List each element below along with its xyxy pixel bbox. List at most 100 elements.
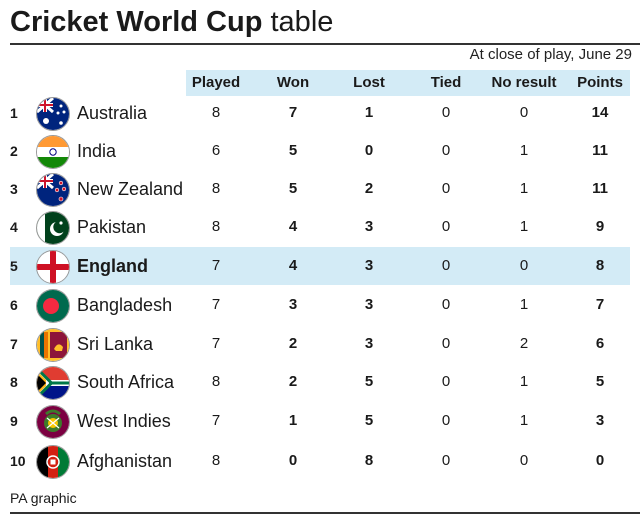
cell-won: 5	[288, 180, 298, 197]
cell-won: 0	[288, 452, 298, 469]
cell-lost: 8	[364, 452, 374, 469]
cell-tied: 0	[441, 452, 451, 469]
sri-lanka-flag-icon	[36, 328, 70, 362]
cell-no-result: 1	[519, 412, 529, 429]
cell-no-result: 0	[519, 257, 529, 274]
col-header-tied: Tied	[430, 74, 462, 91]
cell-won: 7	[288, 104, 298, 121]
team-name: India	[77, 141, 117, 161]
cell-played: 6	[211, 142, 221, 159]
table-row: 9 West Indies 7 1 5 0 1 3	[10, 402, 630, 440]
west-indies-flag-icon	[36, 405, 70, 439]
footer-credit: PA graphic	[10, 490, 77, 506]
cell-lost: 1	[364, 104, 374, 121]
cell-won: 2	[288, 373, 298, 390]
rank-number: 2	[10, 143, 18, 159]
rank-number: 1	[10, 105, 18, 121]
cell-no-result: 1	[519, 218, 529, 235]
cell-played: 7	[211, 412, 221, 429]
rank-number: 5	[10, 258, 18, 274]
cell-points: 5	[595, 373, 605, 390]
cell-tied: 0	[441, 373, 451, 390]
england-flag-icon	[36, 250, 70, 284]
cell-tied: 0	[441, 296, 451, 313]
subtitle: At close of play, June 29	[469, 46, 632, 63]
cell-lost: 3	[364, 335, 374, 352]
cell-no-result: 0	[519, 452, 529, 469]
cell-tied: 0	[441, 180, 451, 197]
cell-tied: 0	[441, 412, 451, 429]
cell-won: 1	[288, 412, 298, 429]
australia-flag-icon	[36, 97, 70, 131]
cell-no-result: 1	[519, 296, 529, 313]
team-name: Bangladesh	[77, 295, 173, 315]
rank-number: 10	[10, 453, 26, 469]
cell-points: 0	[595, 452, 605, 469]
cell-lost: 2	[364, 180, 374, 197]
cell-tied: 0	[441, 335, 451, 352]
bangladesh-flag-icon	[36, 289, 70, 323]
team-name: Sri Lanka	[77, 334, 154, 354]
cell-played: 8	[211, 452, 221, 469]
col-header-played: Played	[191, 74, 241, 91]
cell-played: 7	[211, 335, 221, 352]
cell-tied: 0	[441, 104, 451, 121]
cell-played: 7	[211, 257, 221, 274]
table-row: 7 Sri Lanka 7 2 3 0 2 6	[10, 325, 630, 363]
table-row: 6 Bangladesh 7 3 3 0 1 7	[10, 286, 630, 324]
cell-no-result: 2	[519, 335, 529, 352]
cell-lost: 3	[364, 296, 374, 313]
bottom-rule	[10, 512, 640, 514]
team-name: New Zealand	[77, 179, 184, 199]
col-header-points: Points	[577, 74, 623, 91]
cell-lost: 0	[364, 142, 374, 159]
cell-won: 3	[288, 296, 298, 313]
header-bar	[186, 70, 630, 96]
cell-lost: 5	[364, 412, 374, 429]
cell-points: 3	[595, 412, 605, 429]
cell-lost: 5	[364, 373, 374, 390]
team-name: South Africa	[77, 372, 175, 392]
afghanistan-flag-icon	[36, 445, 70, 479]
cell-no-result: 1	[519, 373, 529, 390]
new-zealand-flag-icon	[36, 173, 70, 207]
title-bold: Cricket World Cup	[10, 6, 263, 38]
rank-number: 8	[10, 374, 18, 390]
cell-points: 11	[592, 142, 608, 159]
table-row: 10 Afghanistan 8 0 8 0 0 0	[10, 442, 630, 480]
cell-played: 8	[211, 373, 221, 390]
col-header-lost: Lost	[353, 74, 385, 91]
table-row: 5 England 7 4 3 0 0 8	[10, 247, 630, 285]
cell-points: 14	[591, 104, 609, 121]
pakistan-flag-icon	[36, 211, 70, 245]
cell-points: 8	[595, 257, 605, 274]
table-row: 2 India 6 5 0 0 1 11	[10, 132, 630, 170]
cell-no-result: 1	[519, 180, 529, 197]
rank-number: 3	[10, 181, 18, 197]
table-row: 3 New Zealand 8 5 2 0 1 11	[10, 170, 630, 208]
team-name: England	[77, 256, 148, 276]
cell-played: 8	[211, 218, 221, 235]
col-header-no-result: No result	[491, 74, 557, 91]
south-africa-flag-icon	[36, 366, 70, 400]
cell-played: 8	[211, 180, 221, 197]
cell-points: 7	[595, 296, 605, 313]
rank-number: 7	[10, 336, 18, 352]
top-rule	[10, 43, 640, 45]
rank-number: 6	[10, 297, 18, 313]
table-row: 1 Australia 8 7 1 0 0 14	[10, 94, 630, 132]
title-normal: table	[270, 6, 334, 38]
cell-won: 4	[288, 218, 298, 235]
cell-tied: 0	[441, 218, 451, 235]
team-name: Australia	[77, 103, 148, 123]
cell-points: 6	[595, 335, 605, 352]
cell-points: 11	[592, 180, 608, 197]
cell-played: 8	[211, 104, 221, 121]
cell-won: 2	[288, 335, 298, 352]
table-row: 4 Pakistan 8 4 3 0 1 9	[10, 208, 630, 246]
cell-won: 5	[288, 142, 298, 159]
cell-no-result: 1	[519, 142, 529, 159]
cell-tied: 0	[441, 142, 451, 159]
team-name: West Indies	[77, 411, 171, 431]
cell-won: 4	[288, 257, 298, 274]
